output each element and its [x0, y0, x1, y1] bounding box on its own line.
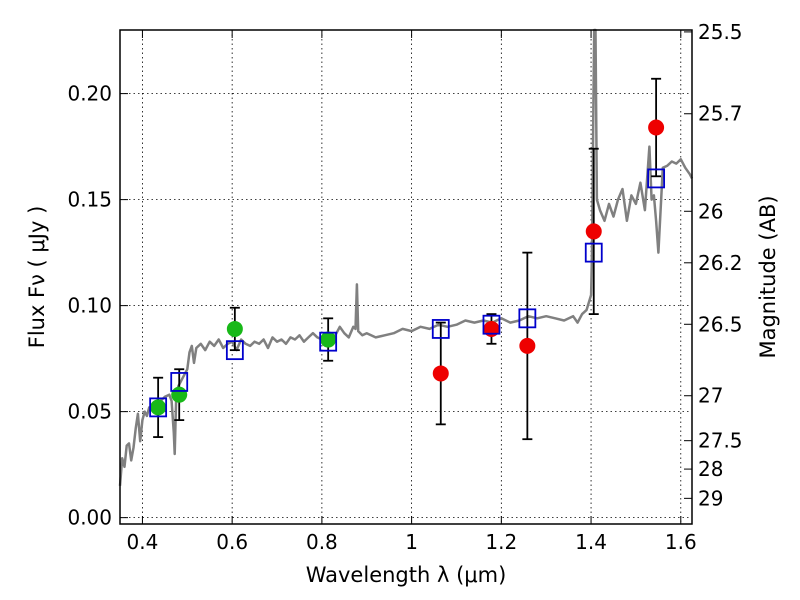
model-photometry-squares	[149, 168, 666, 418]
green-data-point	[226, 320, 243, 337]
y-tick-label: 0.05	[67, 400, 112, 424]
model-square-marker	[170, 372, 189, 392]
model-spectrum-line	[118, 28, 694, 486]
model-square-marker	[518, 308, 537, 329]
model-square-marker	[225, 340, 244, 361]
y2-tick-label: 27.5	[698, 429, 743, 453]
x-tick-label: 0.6	[216, 530, 248, 554]
y-tick-label: 0.20	[67, 82, 112, 106]
tick-labels: 0.4 0.6 0.8 1 1.2 1.4 1.6 0.00 0.05 0.10 0.15 0.20 2…	[67, 20, 742, 554]
y2-tick-label: 28	[698, 457, 723, 481]
y2-tick-label: 25.5	[698, 20, 743, 44]
green-data-point	[171, 386, 188, 403]
x-tick-label: 1	[405, 530, 418, 554]
model-spectrum-layer	[118, 28, 694, 486]
y-axis-title: Flux Fν ( μJy )	[25, 206, 49, 349]
red-data-point	[585, 223, 602, 240]
model-square-marker	[584, 242, 603, 263]
red-data-point	[648, 119, 665, 136]
model-square-marker	[647, 168, 666, 189]
y2-tick-label: 25.7	[698, 102, 743, 126]
plot-frame	[119, 29, 693, 525]
y2-tick-label: 27	[698, 384, 723, 408]
y2-tick-label: 26.2	[698, 251, 743, 275]
x-tick-label: 1.2	[485, 530, 517, 554]
x-tick-label: 0.4	[127, 530, 159, 554]
red-data-point	[519, 337, 536, 354]
model-square-marker	[319, 331, 338, 352]
y2-tick-label: 26	[698, 199, 723, 223]
x-axis-title: Wavelength λ (μm)	[306, 563, 507, 587]
y-tick-label: 0.00	[67, 506, 112, 530]
red-data-point	[432, 365, 449, 382]
x-tick-label: 0.8	[306, 530, 338, 554]
y2-tick-label: 26.5	[698, 312, 743, 336]
ticks	[120, 30, 692, 524]
model-square-marker	[482, 314, 501, 335]
y2-tick-label: 29	[698, 486, 723, 510]
x-tick-label: 1.6	[665, 530, 697, 554]
green-data-point	[150, 399, 167, 416]
green-data-point	[320, 331, 337, 348]
y-tick-label: 0.10	[67, 294, 112, 318]
model-square-marker	[149, 397, 168, 418]
x-tick-label: 1.4	[575, 530, 607, 554]
grid	[120, 30, 692, 524]
y2-axis-title: Magnitude (AB)	[756, 195, 780, 358]
y-tick-label: 0.15	[67, 188, 112, 212]
model-square-marker	[431, 319, 450, 339]
